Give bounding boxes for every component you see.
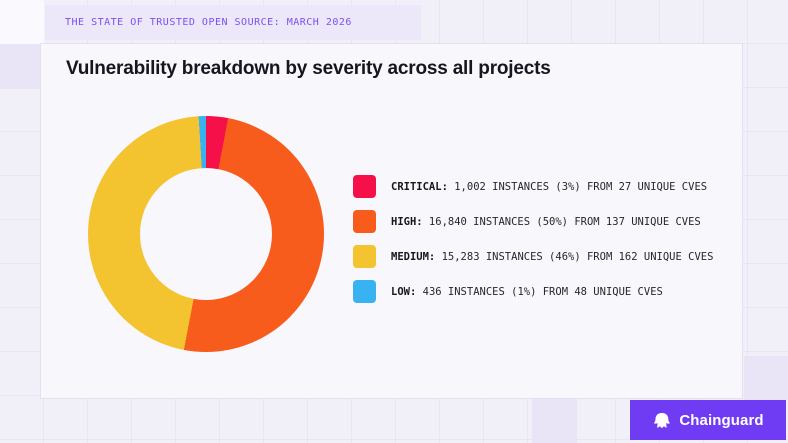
banner-text: THE STATE OF TRUSTED OPEN SOURCE: MARCH … [65,17,352,28]
chainguard-linky-icon [654,412,671,428]
top-banner: THE STATE OF TRUSTED OPEN SOURCE: MARCH … [45,5,421,40]
legend-label: CRITICAL: 1,002 INSTANCES (3%) FROM 27 U… [391,180,708,193]
chainguard-label: Chainguard [679,411,764,429]
bg-tile-left-accent [0,44,44,89]
main-card: Vulnerability breakdown by severity acro… [40,43,743,399]
legend-label: LOW: 436 INSTANCES (1%) FROM 48 UNIQUE C… [391,285,663,298]
legend-swatch [353,280,376,303]
bg-tile-top-left [0,0,44,44]
legend-item: CRITICAL: 1,002 INSTANCES (3%) FROM 27 U… [353,175,713,198]
legend-swatch [353,210,376,233]
donut-chart [88,116,324,352]
chainguard-button[interactable]: Chainguard [630,400,786,440]
bg-tile-bottom-right-accent [744,356,788,400]
legend-item: MEDIUM: 15,283 INSTANCES (46%) FROM 162 … [353,245,713,268]
legend: CRITICAL: 1,002 INSTANCES (3%) FROM 27 U… [353,175,713,303]
legend-swatch [353,175,376,198]
legend-item: LOW: 436 INSTANCES (1%) FROM 48 UNIQUE C… [353,280,713,303]
bg-tile-bottom-accent [532,399,577,443]
page-title: Vulnerability breakdown by severity acro… [66,58,551,79]
legend-swatch [353,245,376,268]
legend-label: HIGH: 16,840 INSTANCES (50%) FROM 137 UN… [391,215,701,228]
legend-item: HIGH: 16,840 INSTANCES (50%) FROM 137 UN… [353,210,713,233]
legend-label: MEDIUM: 15,283 INSTANCES (46%) FROM 162 … [391,250,714,263]
donut-hole [140,168,272,300]
